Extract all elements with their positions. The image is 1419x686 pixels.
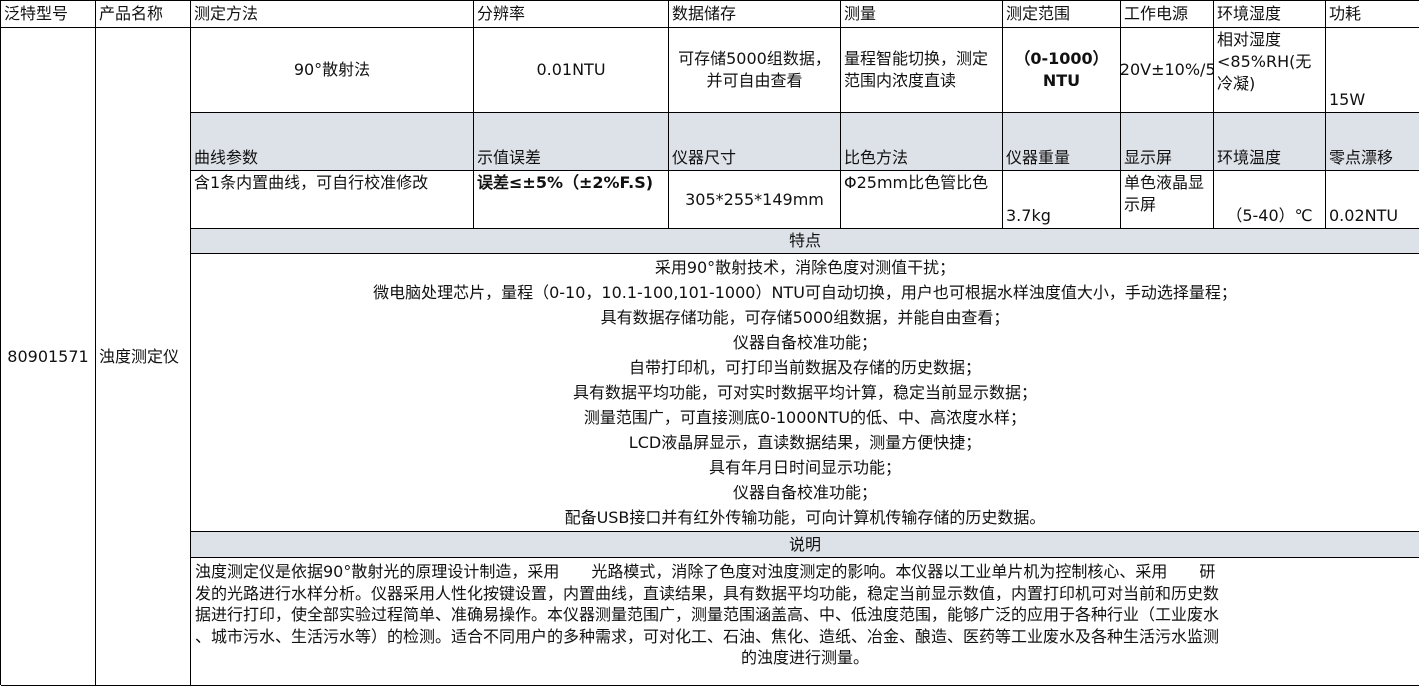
spec-header2-7-text: 零点漂移 xyxy=(1329,148,1394,167)
spec-header2-0: 曲线参数 xyxy=(191,113,474,171)
spec-header2-1: 示值误差 xyxy=(474,113,669,171)
features-list: 采用90°散射技术，消除色度对测值干扰； 微电脑处理芯片，量程（0-10，10.1… xyxy=(191,254,1419,532)
header-4: 数据储存 xyxy=(669,1,841,28)
features-title-text: 特点 xyxy=(788,231,821,250)
feature-item: 采用90°散射技术，消除色度对测值干扰； xyxy=(654,258,956,277)
product-name-cell-text: 浊度测定仪 xyxy=(99,346,180,366)
header-6-text: 测定范围 xyxy=(1006,4,1071,23)
spec-value-4: （0-1000）NTU xyxy=(1003,28,1121,113)
spec-value2-2: 305*255*149mm xyxy=(669,171,841,229)
feature-item: 仪器自备校准功能； xyxy=(732,483,877,502)
spec-value-2: 可存储5000组数据，并可自由查看 xyxy=(669,28,841,113)
model-cell-text: 80901571 xyxy=(7,346,89,366)
description-title-text: 说明 xyxy=(788,534,821,554)
spec-header2-6-text: 环境温度 xyxy=(1217,148,1282,167)
spec-value2-6-text: （5-40）℃ xyxy=(1226,206,1313,225)
feature-item: 微电脑处理芯片，量程（0-10，10.1-100,101-1000）NTU可自动… xyxy=(373,283,1237,302)
spec-header2-1-text: 示值误差 xyxy=(477,148,542,167)
spec-value2-3-text: Φ25mm比色管比色 xyxy=(844,173,989,192)
product-name-cell: 浊度测定仪 xyxy=(96,28,191,686)
feature-item: 配备USB接口并有红外传输功能，可向计算机传输存储的历史数据。 xyxy=(564,508,1046,527)
spec-value2-5: 单色液晶显示屏 xyxy=(1121,171,1214,229)
spec-value-0: 90°散射法 xyxy=(191,28,474,113)
features-lines: 采用90°散射技术，消除色度对测值干扰； 微电脑处理芯片，量程（0-10，10.1… xyxy=(194,255,1416,530)
header-5-text: 测量 xyxy=(844,4,877,23)
spec-value2-2-text: 305*255*149mm xyxy=(685,189,824,209)
header-8: 环境湿度 xyxy=(1214,1,1326,28)
header-8-text: 环境湿度 xyxy=(1217,4,1282,23)
description-line: 、城市污水、生活污水等）的检测。适合不同用户的多种需求，可对化工、石油、焦化、造… xyxy=(195,626,1220,646)
description-line: 的浊度进行测量。 xyxy=(740,648,869,667)
spec-header2-0-text: 曲线参数 xyxy=(194,148,259,167)
feature-item: 具有数据存储功能，可存储5000组数据，并能自由查看； xyxy=(600,308,1010,327)
header-0: 泛特型号 xyxy=(1,1,96,28)
spec-value-0-text: 90°散射法 xyxy=(293,60,371,79)
spec-header2-7: 零点漂移 xyxy=(1326,113,1419,171)
header-6: 测定范围 xyxy=(1003,1,1121,28)
header-1: 产品名称 xyxy=(96,1,191,28)
description-line: 据进行打印，使全部实验过程简单、准确易操作。本仪器测量范围广，测量范围涵盖高、中… xyxy=(195,605,1220,624)
header-7-text: 工作电源 xyxy=(1124,4,1189,23)
feature-item: 自带打印机，可打印当前数据及存储的历史数据； xyxy=(628,358,981,377)
spec-value-3: 量程智能切换，测定范围内浓度直读 xyxy=(841,28,1003,113)
spec-value-7: 15W xyxy=(1326,28,1419,113)
header-1-text: 产品名称 xyxy=(99,4,164,23)
spec-header2-4: 仪器重量 xyxy=(1003,113,1121,171)
spec-value2-3: Φ25mm比色管比色 xyxy=(841,171,1003,229)
header-9-text: 功耗 xyxy=(1329,4,1362,23)
spec-header2-2: 仪器尺寸 xyxy=(669,113,841,171)
spec-header2-2-text: 仪器尺寸 xyxy=(672,148,737,167)
spec-header2-6: 环境温度 xyxy=(1214,113,1326,171)
spec-value2-4-text: 3.7kg xyxy=(1006,206,1051,225)
header-5: 测量 xyxy=(841,1,1003,28)
spec-value2-0: 含1条内置曲线，可自行校准修改 xyxy=(191,171,474,229)
header-3-text: 分辨率 xyxy=(477,4,526,23)
spec-value-3-text: 量程智能切换，测定范围内浓度直读 xyxy=(844,49,989,90)
spec-value-1-text: 0.01NTU xyxy=(536,60,606,79)
spec-value2-1-text: 误差≤±5%（±2%F.S) xyxy=(477,173,654,192)
feature-item: 仪器自备校准功能； xyxy=(732,333,877,352)
description-line: 浊度测定仪是依据90°散射光的原理设计制造，采用 光路模式，消除了色度对浊度测定… xyxy=(195,562,1216,581)
spec-value-6: 相对湿度<85%RH(无冷凝) xyxy=(1214,28,1326,113)
description-text: 浊度测定仪是依据90°散射光的原理设计制造，采用 光路模式，消除了色度对浊度测定… xyxy=(191,558,1419,686)
header-0-text: 泛特型号 xyxy=(4,4,69,23)
spec-value2-6: （5-40）℃ xyxy=(1214,171,1326,229)
spec-value-5-text: AC220V±10%/50Hz xyxy=(1121,60,1213,79)
header-7: 工作电源 xyxy=(1121,1,1214,28)
spec-value2-1: 误差≤±5%（±2%F.S) xyxy=(474,171,669,229)
spec-value2-7-text: 0.02NTU xyxy=(1329,206,1399,225)
spec-value-4-text: （0-1000）NTU xyxy=(1014,49,1109,90)
feature-item: 具有年月日时间显示功能； xyxy=(708,458,901,477)
spec-value-7-text: 15W xyxy=(1329,90,1366,109)
header-3: 分辨率 xyxy=(474,1,669,28)
features-title: 特点 xyxy=(191,229,1419,254)
spec-value-5: AC220V±10%/50Hz xyxy=(1121,28,1214,113)
spec-header2-3: 比色方法 xyxy=(841,113,1003,171)
header-4-text: 数据储存 xyxy=(672,4,737,23)
spec-value2-5-text: 单色液晶显示屏 xyxy=(1124,173,1205,214)
header-9: 功耗 xyxy=(1326,1,1419,28)
spec-value2-0-text: 含1条内置曲线，可自行校准修改 xyxy=(194,173,429,192)
feature-item: LCD液晶屏显示，直读数据结果，测量方便快捷； xyxy=(628,433,982,452)
model-cell: 80901571 xyxy=(1,28,96,686)
spec-value2-7: 0.02NTU xyxy=(1326,171,1419,229)
feature-item: 具有数据平均功能，可对实时数据平均计算，稳定当前显示数据； xyxy=(572,383,1037,402)
spec-header2-4-text: 仪器重量 xyxy=(1006,148,1071,167)
header-2: 测定方法 xyxy=(191,1,474,28)
spec-value-2-text: 可存储5000组数据，并可自由查看 xyxy=(678,49,831,90)
spec-value-1: 0.01NTU xyxy=(474,28,669,113)
spec-header2-5: 显示屏 xyxy=(1121,113,1214,171)
spec-value2-4: 3.7kg xyxy=(1003,171,1121,229)
spec-header2-5-text: 显示屏 xyxy=(1124,148,1173,167)
header-2-text: 测定方法 xyxy=(194,4,259,23)
description-title: 说明 xyxy=(191,532,1419,558)
spec-header2-3-text: 比色方法 xyxy=(844,148,909,167)
description-line: 发的光路进行水样分析。仪器采用人性化按键设置，内置曲线，直读结果，具有数据平均功… xyxy=(195,583,1220,603)
spec-value-6-text: 相对湿度<85%RH(无冷凝) xyxy=(1217,30,1312,93)
feature-item: 测量范围广，可直接测底0-1000NTU的低、中、高浓度水样； xyxy=(583,408,1027,427)
